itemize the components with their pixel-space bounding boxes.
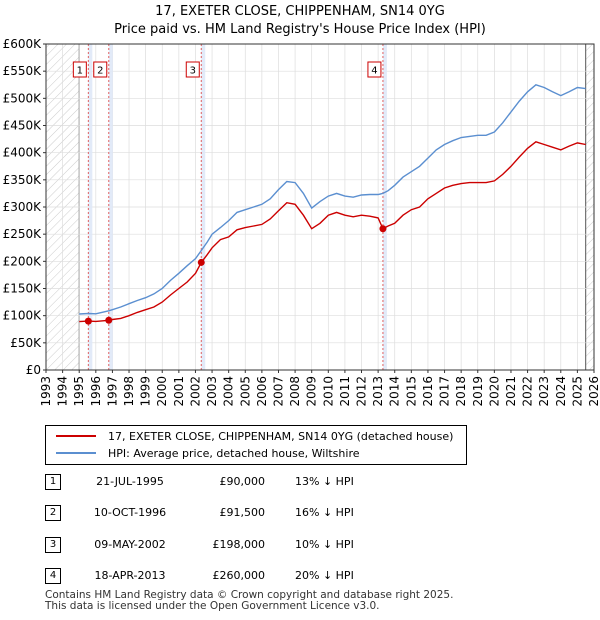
x-tick-label: 2022 [521,376,535,407]
x-tick-label: 2008 [288,376,302,407]
sale-date: 21-JUL-1995 [96,475,164,488]
chart-title: 17, EXETER CLOSE, CHIPPENHAM, SN14 0YG [155,4,445,19]
legend-item-property: 17, EXETER CLOSE, CHIPPENHAM, SN14 0YG (… [46,428,453,444]
y-tick-label: £500K [3,91,43,105]
sale-hpi-diff: 13% ↓ HPI [295,475,354,488]
footer-line-copyright: Contains HM Land Registry data © Crown c… [45,589,454,601]
chart-subtitle: Price paid vs. HM Land Registry's House … [114,22,486,37]
sale-row: 3 09-MAY-2002 £198,000 10% ↓ HPI [45,537,465,553]
y-tick-label: £600K [3,37,43,51]
sale-marker-label: 2 [97,66,103,77]
y-tick-label: £200K [3,254,43,268]
sale-date: 10-OCT-1996 [93,506,167,519]
x-tick-label: 2009 [305,376,319,407]
x-tick-label: 1996 [89,376,103,407]
x-tick-label: 2017 [438,376,452,407]
sale-band [108,44,113,370]
legend: 17, EXETER CLOSE, CHIPPENHAM, SN14 0YG (… [45,425,467,465]
x-tick-label: 2012 [355,376,369,407]
x-tick-label: 1995 [72,376,86,407]
x-tick-label: 2016 [421,376,435,407]
sale-number-badge: 2 [45,505,61,521]
sale-band [382,44,387,370]
footer-line-licence: This data is licensed under the Open Gov… [45,600,380,612]
x-tick-label: 1998 [122,376,136,407]
x-tick-label: 2001 [172,376,186,407]
sale-point [379,225,387,233]
legend-hpi-label: HPI: Average price, detached house, Wilt… [108,446,360,460]
sale-point [84,317,92,325]
sale-row: 4 18-APR-2013 £260,000 20% ↓ HPI [45,568,465,584]
x-tick-label: 2014 [388,376,402,407]
x-tick-label: 2020 [487,376,501,407]
x-tick-label: 1997 [105,376,119,407]
x-tick-label: 2002 [188,376,202,407]
x-tick-label: 2011 [338,376,352,407]
x-tick-label: 2026 [587,376,600,407]
sale-price: £198,000 [212,538,266,551]
footer-attribution: Contains HM Land Registry data © Crown c… [45,590,453,612]
legend-property-swatch [56,435,96,437]
x-tick-label: 2015 [404,376,418,407]
sale-marker-box [367,61,382,78]
legend-hpi-swatch [56,452,96,454]
y-tick-label: £400K [3,146,43,160]
y-tick-label: £0 [26,363,41,377]
price-chart: £0 £50K £100K £150K £200K £250K £300K £350K £400… [3,37,600,407]
sale-marker-box [185,61,200,78]
sale-marker-label: 3 [190,66,196,77]
y-tick-label: £250K [3,227,43,241]
y-tick-label: £300K [3,200,43,214]
sale-number-badge: 4 [45,568,61,584]
x-tick-label: 1994 [56,376,70,407]
x-tick-label: 1993 [39,376,53,407]
property-price-line [79,141,586,323]
y-tick-label: £350K [3,173,43,187]
sale-date: 18-APR-2013 [94,569,166,582]
sale-point [197,258,205,266]
sale-marker-box [72,61,87,78]
x-tick-label: 1999 [139,376,153,407]
x-tick-label: 2004 [222,376,236,407]
sale-row: 1 21-JUL-1995 £90,000 13% ↓ HPI [45,474,465,490]
sale-hpi-diff: 16% ↓ HPI [295,506,354,519]
y-tick-label: £100K [3,309,43,323]
x-tick-label: 2021 [504,376,518,407]
sale-marker-label: 1 [77,66,83,77]
x-tick-label: 2019 [471,376,485,407]
x-tick-label: 2005 [238,376,252,407]
sale-band [201,44,206,370]
sale-marker-box [93,61,108,78]
x-tick-label: 2024 [554,376,568,407]
y-tick-label: £450K [3,119,43,133]
y-tick-label: £550K [3,64,43,78]
x-tick-label: 2013 [371,376,385,407]
sale-price: £90,000 [219,475,266,488]
x-tick-label: 2000 [155,376,169,407]
x-tick-label: 2018 [454,376,468,407]
x-tick-label: 2025 [570,376,584,407]
x-tick-label: 2006 [255,376,269,407]
sale-number-badge: 3 [45,537,61,553]
sale-point [105,316,113,324]
sale-marker-label: 4 [371,66,377,77]
y-tick-label: £50K [10,336,42,350]
sale-number-badge: 1 [45,474,61,490]
y-tick-label: £150K [3,282,43,296]
sale-hpi-diff: 20% ↓ HPI [295,569,354,582]
sale-band [88,44,93,370]
sale-price: £91,500 [219,506,266,519]
hpi-line [79,84,586,315]
sale-hpi-diff: 10% ↓ HPI [295,538,354,551]
x-tick-label: 2007 [271,376,285,407]
legend-property-label: 17, EXETER CLOSE, CHIPPENHAM, SN14 0YG (… [108,429,454,443]
legend-item-hpi: HPI: Average price, detached house, Wilt… [46,445,360,461]
sale-row: 2 10-OCT-1996 £91,500 16% ↓ HPI [45,505,465,521]
x-tick-label: 2003 [205,376,219,407]
sale-date: 09-MAY-2002 [94,538,166,551]
x-tick-label: 2010 [321,376,335,407]
sale-price: £260,000 [212,569,266,582]
x-tick-label: 2023 [537,376,551,407]
